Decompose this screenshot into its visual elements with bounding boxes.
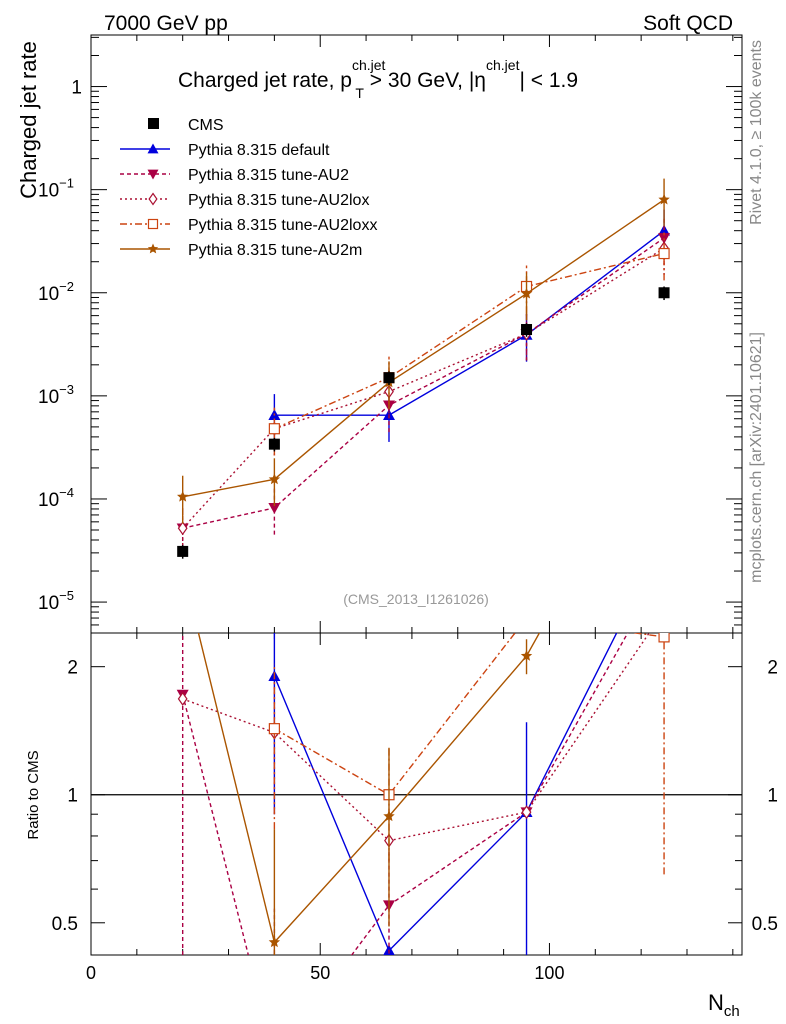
- marker-diamond: [177, 691, 188, 706]
- mcplots-label: mcplots.cern.ch [arXiv:2401.10621]: [748, 332, 765, 583]
- cms-data-point: [268, 438, 280, 450]
- tick-labels: 0 50 100 1 10−1 10−2 10−3 10−4 10−5 2 2 1 1 0.5 0.5: [38, 78, 778, 983]
- axis-ticks: [90, 35, 742, 955]
- y-axis-label: Charged jet rate: [16, 41, 41, 199]
- legend: CMS Pythia 8.315 default Pythia 8.315 tune…: [120, 117, 377, 259]
- header-left: 7000 GeV pp: [104, 12, 228, 35]
- ratio-line: [274, 633, 665, 796]
- y-tick-label: 10−1: [38, 176, 74, 202]
- marker-star: [177, 490, 189, 502]
- legend-cms-marker: [148, 118, 159, 129]
- marker-triangle-down: [658, 564, 670, 575]
- series-line: [274, 252, 665, 430]
- marker-star: [147, 243, 159, 254]
- legend-label: Pythia 8.315 tune-AU2: [188, 167, 349, 184]
- marker-star: [520, 287, 533, 299]
- rivet-label: Rivet 4.1.0, ≥ 100k events: [748, 40, 765, 225]
- x-axis-label: Nch: [708, 990, 740, 1020]
- y-tick-label: 10−4: [38, 485, 74, 511]
- marker-diamond: [660, 605, 668, 617]
- cms-data-point: [521, 324, 533, 336]
- series-line: [182, 247, 665, 529]
- marker-star: [383, 810, 395, 822]
- marker-star: [177, 563, 188, 574]
- legend-label: Pythia 8.315 tune-AU2m: [188, 242, 362, 259]
- ratio-frame: [90, 632, 743, 956]
- marker-triangle-down: [147, 169, 159, 180]
- ratio-tick-label-left: 1: [67, 786, 78, 807]
- marker-diamond: [521, 805, 532, 820]
- x-tick-label: 100: [534, 963, 564, 983]
- marker-star: [658, 193, 670, 205]
- marker-triangle-up: [658, 533, 670, 544]
- marker-star: [658, 405, 669, 416]
- legend-label: Pythia 8.315 default: [188, 142, 330, 159]
- marker-square: [522, 613, 532, 623]
- main-series: [176, 178, 671, 559]
- ratio-axis-label: Ratio to CMS: [25, 750, 42, 839]
- legend-label: Pythia 8.315 tune-AU2lox: [188, 192, 369, 209]
- legend-cms-label: CMS: [188, 117, 224, 134]
- marker-square: [658, 247, 670, 260]
- marker-diamond: [148, 192, 158, 206]
- y-tick-label: 1: [71, 78, 82, 99]
- cms-data-point: [177, 545, 189, 557]
- ratio-line: [273, 633, 618, 952]
- series-line: [182, 237, 665, 529]
- marker-square: [268, 723, 280, 735]
- y-tick-label: 10−2: [38, 279, 74, 305]
- cms-data-point: [658, 287, 670, 299]
- marker-star: [268, 936, 281, 948]
- header-right: Soft QCD: [643, 12, 733, 35]
- marker-square: [268, 423, 280, 435]
- ratio-series: [91, 405, 742, 955]
- ratio-tick-label-left: 0.5: [52, 914, 78, 935]
- y-tick-label: 10−5: [38, 588, 74, 614]
- ratio-line: [182, 633, 651, 842]
- marker-star: [268, 473, 281, 485]
- series-line: [274, 230, 665, 416]
- analysis-watermark: (CMS_2013_I1261026): [343, 591, 489, 607]
- marker-star: [520, 649, 533, 661]
- ratio-line: [197, 633, 541, 944]
- ratio-tick-label-right: 2: [767, 658, 778, 679]
- y-tick-label: 10−3: [38, 382, 74, 408]
- marker-square: [147, 218, 159, 230]
- marker-square: [658, 633, 670, 643]
- legend-label: Pythia 8.315 tune-AU2loxx: [188, 217, 377, 234]
- marker-triangle-down: [268, 503, 281, 514]
- x-tick-label: 50: [310, 963, 330, 983]
- marker-triangle-up: [147, 143, 159, 154]
- plot-title: Charged jet rate, pch.jet T > 30 GeV, |ηc…: [178, 57, 578, 101]
- ratio-tick-label-left: 2: [67, 658, 78, 679]
- ratio-tick-label-right: 0.5: [752, 914, 778, 935]
- x-tick-label: 0: [86, 963, 96, 983]
- cms-data-point: [383, 372, 395, 384]
- ratio-tick-label-right: 1: [767, 786, 778, 807]
- marker-diamond: [177, 521, 188, 536]
- marker-triangle-up: [658, 224, 671, 236]
- ratio-line: [182, 633, 629, 955]
